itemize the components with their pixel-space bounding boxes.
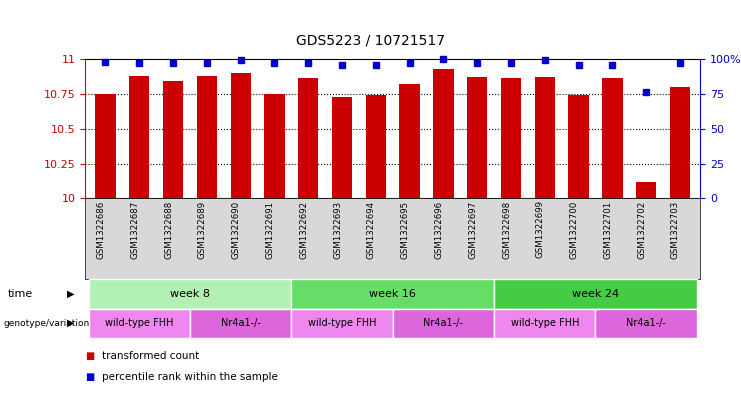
Text: Nr4a1-/-: Nr4a1-/- [626,318,666,328]
Text: wild-type FHH: wild-type FHH [105,318,173,328]
Text: GSM1322688: GSM1322688 [164,200,173,259]
Text: ■: ■ [85,372,94,382]
Text: ■: ■ [85,351,94,361]
Bar [366,95,386,198]
Text: GSM1322693: GSM1322693 [333,200,342,259]
Bar [568,95,589,198]
Text: GSM1322703: GSM1322703 [671,200,680,259]
Text: week 24: week 24 [572,289,619,299]
Bar [433,69,453,198]
Bar [129,76,150,198]
Text: Nr4a1-/-: Nr4a1-/- [221,318,261,328]
Text: GSM1322697: GSM1322697 [468,200,477,259]
Text: GSM1322701: GSM1322701 [603,200,612,259]
Text: Nr4a1-/-: Nr4a1-/- [424,318,463,328]
Bar [670,87,690,198]
Bar [332,97,352,198]
Bar [467,77,488,198]
Bar [636,182,657,198]
Text: GSM1322690: GSM1322690 [232,200,241,259]
Text: GSM1322698: GSM1322698 [502,200,511,259]
Text: week 8: week 8 [170,289,210,299]
Bar [602,79,622,198]
Text: GSM1322686: GSM1322686 [96,200,105,259]
Text: GSM1322699: GSM1322699 [536,200,545,259]
Text: GSM1322692: GSM1322692 [299,200,308,259]
Bar [265,94,285,198]
Text: wild-type FHH: wild-type FHH [511,318,579,328]
Text: GSM1322702: GSM1322702 [637,200,646,259]
Bar [230,73,250,198]
Text: time: time [7,289,33,299]
Text: percentile rank within the sample: percentile rank within the sample [102,372,277,382]
Text: GSM1322689: GSM1322689 [198,200,207,259]
Text: ▶: ▶ [67,289,74,299]
Text: GSM1322696: GSM1322696 [434,200,443,259]
Text: week 16: week 16 [369,289,416,299]
Text: GSM1322700: GSM1322700 [570,200,579,259]
Text: ▶: ▶ [67,318,74,328]
Bar [96,94,116,198]
Text: genotype/variation: genotype/variation [4,319,90,328]
Text: GSM1322695: GSM1322695 [401,200,410,259]
Text: transformed count: transformed count [102,351,199,361]
Text: GSM1322694: GSM1322694 [367,200,376,259]
Bar [501,79,521,198]
Bar [298,79,319,198]
Text: GSM1322691: GSM1322691 [265,200,274,259]
Bar [196,76,217,198]
Bar [399,84,419,198]
Bar [163,81,183,198]
Text: wild-type FHH: wild-type FHH [308,318,376,328]
Text: GSM1322687: GSM1322687 [130,200,139,259]
Bar [535,77,555,198]
Text: GDS5223 / 10721517: GDS5223 / 10721517 [296,33,445,47]
